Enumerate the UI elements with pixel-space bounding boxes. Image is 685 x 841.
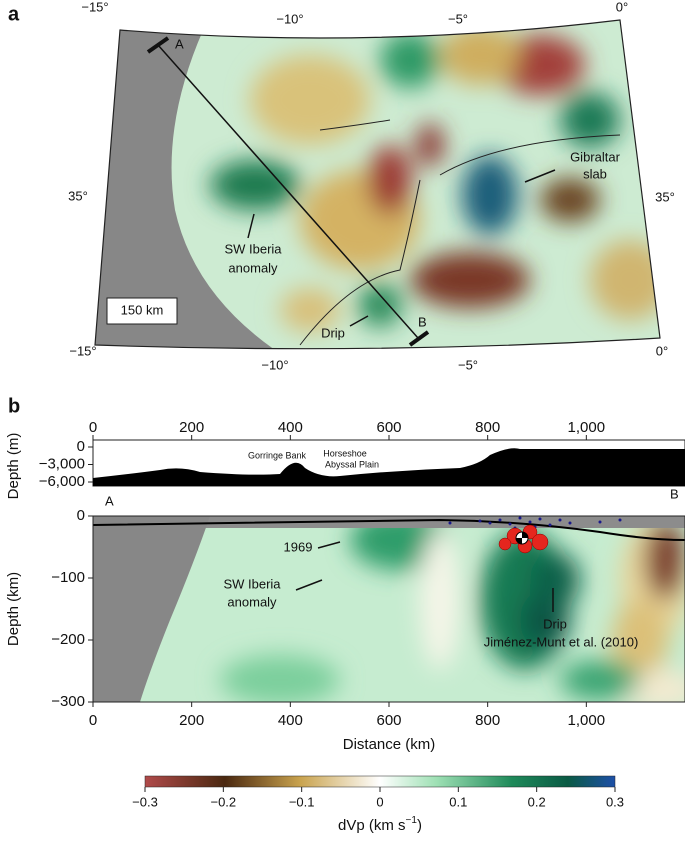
lon-label: −10° [261, 357, 288, 372]
annotation: Drip [321, 325, 345, 340]
panel-label: a [8, 3, 20, 25]
end-label: B [670, 486, 679, 501]
tomography-map [95, 20, 660, 349]
colorbar-title-sup: −1 [406, 815, 418, 826]
x-tick-label: 600 [376, 712, 401, 729]
colorbar-tick-label: −0.1 [289, 794, 315, 809]
annotation: SW Iberia [224, 241, 282, 256]
scale-bar-label: 150 km [121, 302, 164, 317]
lon-label: −15° [69, 343, 96, 358]
x-tick-label: 0 [89, 419, 97, 436]
colorbar [144, 775, 616, 788]
lon-label: −10° [276, 11, 303, 26]
lon-label: 0° [616, 0, 628, 14]
y-tick-label: 0 [77, 507, 85, 524]
axis-title: Depth (km) [5, 572, 22, 646]
annotation: slab [583, 166, 607, 181]
annotation: Gibraltar [570, 149, 621, 164]
section-field [93, 516, 685, 702]
arrow [247, 213, 255, 239]
x-tick-label: 200 [179, 419, 204, 436]
lon-label: −5° [458, 357, 478, 372]
x-tick-label: 0 [89, 712, 97, 729]
panel-label: b [8, 395, 20, 417]
colorbar-tick-label: 0.2 [528, 794, 546, 809]
annotation: 1969 [284, 539, 313, 554]
y-tick-label: −3,000 [39, 455, 85, 472]
y-tick-label: −300 [51, 693, 85, 710]
annotation: SW Iberia [223, 576, 281, 591]
colorbar-title-end: ) [417, 817, 422, 834]
arrow [295, 579, 323, 591]
annotation: Abyssal Plain [325, 459, 379, 469]
arrow [524, 169, 556, 183]
bathymetry [93, 448, 685, 486]
arrow [317, 541, 341, 549]
profile-line [157, 44, 419, 339]
scale-bar [106, 297, 178, 325]
x-tick-label: 800 [475, 712, 500, 729]
colorbar-tick-label: −0.3 [132, 794, 158, 809]
axis-title: Distance (km) [343, 736, 436, 753]
colorbar-tick-label: 0.3 [606, 794, 624, 809]
annotation: Drip [543, 616, 567, 631]
colorbar-title: dVp (km s−1) [338, 815, 422, 834]
arrow [349, 315, 369, 327]
annotation: Horseshoe [323, 448, 367, 458]
x-tick-label: 600 [376, 419, 401, 436]
lat-label: 35° [68, 188, 88, 203]
annotation: anomaly [228, 260, 278, 275]
x-tick-label: 1,000 [568, 712, 606, 729]
profile-end [146, 36, 170, 54]
y-tick-label: −100 [51, 569, 85, 586]
x-tick-label: 800 [475, 419, 500, 436]
annotation: anomaly [227, 594, 277, 609]
end-label: B [418, 314, 427, 329]
colorbar-tick-label: 0 [376, 794, 383, 809]
y-tick-label: 0 [77, 438, 85, 455]
x-tick-label: 400 [278, 712, 303, 729]
profile-end [408, 330, 430, 347]
x-tick-label: 1,000 [568, 419, 606, 436]
colorbar-tick-label: 0.1 [449, 794, 467, 809]
x-tick-label: 200 [179, 712, 204, 729]
axis-title: Depth (m) [5, 433, 22, 500]
y-tick-label: −6,000 [39, 473, 85, 490]
x-tick-label: 400 [278, 419, 303, 436]
end-label: A [175, 36, 184, 51]
annotation: Gorringe Bank [248, 450, 307, 460]
y-tick-label: −200 [51, 631, 85, 648]
map-frame [94, 19, 661, 350]
lat-label: 35° [655, 189, 675, 204]
annotation: Jiménez-Munt et al. (2010) [484, 634, 639, 649]
lon-label: −15° [81, 0, 108, 14]
end-label: A [105, 493, 114, 508]
colorbar-title-main: dVp (km s [338, 817, 406, 834]
lon-label: 0° [656, 343, 668, 358]
colorbar-tick-label: −0.2 [210, 794, 236, 809]
lon-label: −5° [448, 11, 468, 26]
